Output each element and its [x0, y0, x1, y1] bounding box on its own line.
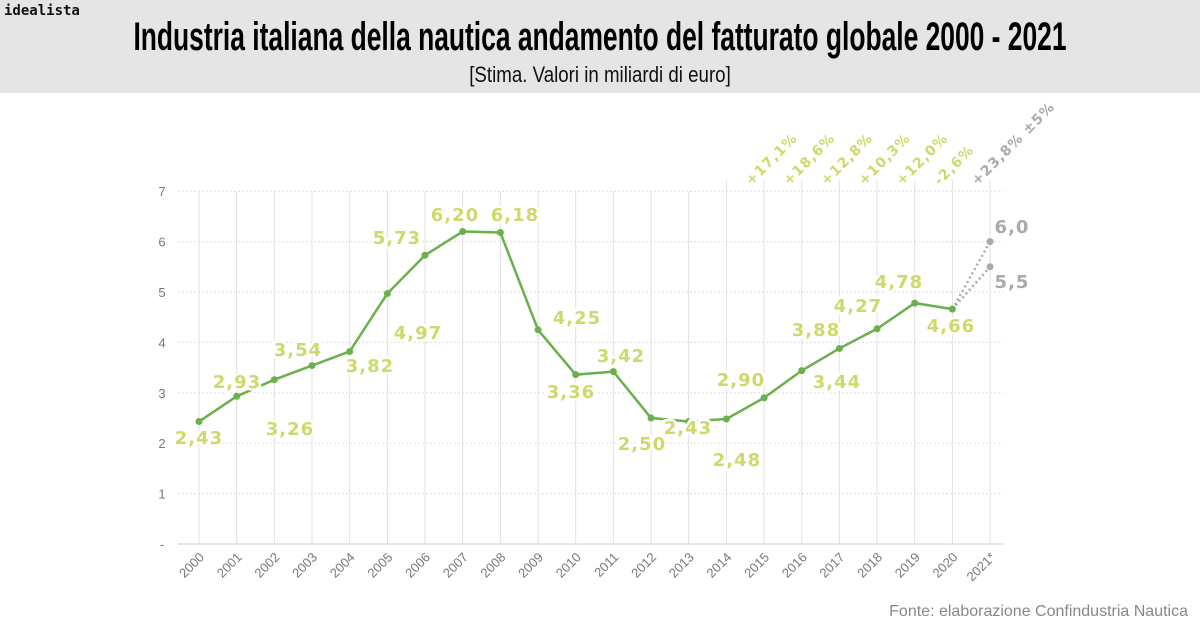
value-label: 2,48 [713, 450, 761, 471]
x-tick-label: 2017 [816, 550, 847, 581]
data-point [270, 376, 278, 384]
value-label: 5,73 [373, 228, 421, 249]
value-label: 2,93 [213, 372, 261, 393]
x-tick-label: 2010 [553, 550, 584, 581]
estimate-point [986, 238, 994, 246]
x-tick-label: 2003 [289, 550, 320, 581]
x-tick-label: 2019 [892, 550, 923, 581]
y-tick-label: 6 [158, 235, 165, 250]
value-label: 2,43 [175, 428, 223, 449]
y-tick-label: 4 [158, 335, 165, 350]
x-tick-label: 2012 [628, 550, 659, 581]
data-point [873, 325, 881, 333]
data-point [459, 228, 467, 236]
y-tick-label: 1 [158, 487, 165, 502]
estimate-line [951, 240, 992, 310]
value-label: 4,27 [834, 296, 882, 317]
y-tick-label: - [160, 537, 164, 552]
value-label: 2,50 [618, 434, 666, 455]
data-point [496, 229, 504, 237]
value-label: 4,97 [394, 323, 442, 344]
data-point [760, 394, 768, 402]
chart-subtitle: [Stima. Valori in miliardi di euro] [469, 62, 731, 87]
value-label: 3,42 [597, 346, 645, 367]
value-label: 3,36 [547, 382, 595, 403]
x-tick-label: 2016 [779, 550, 810, 581]
x-tick-label: 2004 [327, 550, 358, 581]
data-point [911, 299, 919, 307]
data-point [609, 368, 617, 376]
estimate-point [986, 263, 994, 271]
data-point [534, 326, 542, 334]
data-point [798, 367, 806, 375]
x-tick-label: 2000 [176, 550, 207, 581]
growth-label: +23,8% ±5% [969, 99, 1059, 189]
y-tick-label: 5 [158, 285, 165, 300]
data-point [835, 344, 843, 352]
data-point [346, 347, 354, 355]
x-tick-label: 2008 [477, 550, 508, 581]
x-tick-label: 2011 [591, 550, 621, 580]
brand-logo: idealista [4, 3, 80, 19]
data-point [647, 414, 655, 422]
value-label: 2,43 [664, 418, 712, 439]
y-tick-label: 3 [158, 386, 165, 401]
x-tick-label: 2007 [440, 550, 471, 581]
chart-title: Industria italiana della nautica andamen… [133, 15, 1067, 59]
value-label: 3,88 [792, 320, 840, 341]
value-label: 4,25 [553, 308, 601, 329]
x-tick-label: 2002 [251, 550, 282, 581]
value-label: 4,66 [927, 316, 975, 337]
x-tick-label: 2005 [364, 550, 395, 581]
data-point [195, 418, 203, 426]
data-point [948, 305, 956, 313]
x-tick-label: 2009 [515, 550, 546, 581]
value-label: 3,44 [813, 372, 861, 393]
x-tick-label: 2020 [929, 550, 960, 581]
source-note: Fonte: elaborazione Confindustria Nautic… [889, 603, 1188, 620]
x-tick-label: 2006 [402, 550, 433, 581]
x-tick-label: 2013 [666, 550, 697, 581]
data-point [572, 371, 580, 379]
data-point [383, 290, 391, 298]
x-tick-label: 2014 [703, 550, 734, 581]
value-label: 3,54 [274, 340, 322, 361]
x-tick-label: 2018 [854, 550, 885, 581]
x-tick-label: 2021* [964, 550, 999, 585]
value-label: 6,18 [491, 205, 539, 226]
data-point [722, 415, 730, 423]
data-point [233, 392, 241, 400]
value-label: 4,78 [875, 272, 923, 293]
x-tick-label: 2001 [214, 550, 245, 581]
data-point [685, 418, 693, 426]
value-label: 6,20 [431, 205, 479, 226]
value-label: 3,82 [346, 356, 394, 377]
header-band: idealista Industria italiana della nauti… [0, 0, 1200, 93]
estimate-label: 5,5 [995, 272, 1030, 293]
value-label: 3,26 [266, 419, 314, 440]
y-tick-label: 7 [158, 184, 165, 199]
x-tick-label: 2015 [741, 550, 772, 581]
estimate-label: 6,0 [995, 217, 1030, 238]
y-tick-label: 2 [158, 436, 165, 451]
value-label: 2,90 [717, 370, 765, 391]
data-point [421, 251, 429, 259]
data-point [308, 362, 316, 370]
